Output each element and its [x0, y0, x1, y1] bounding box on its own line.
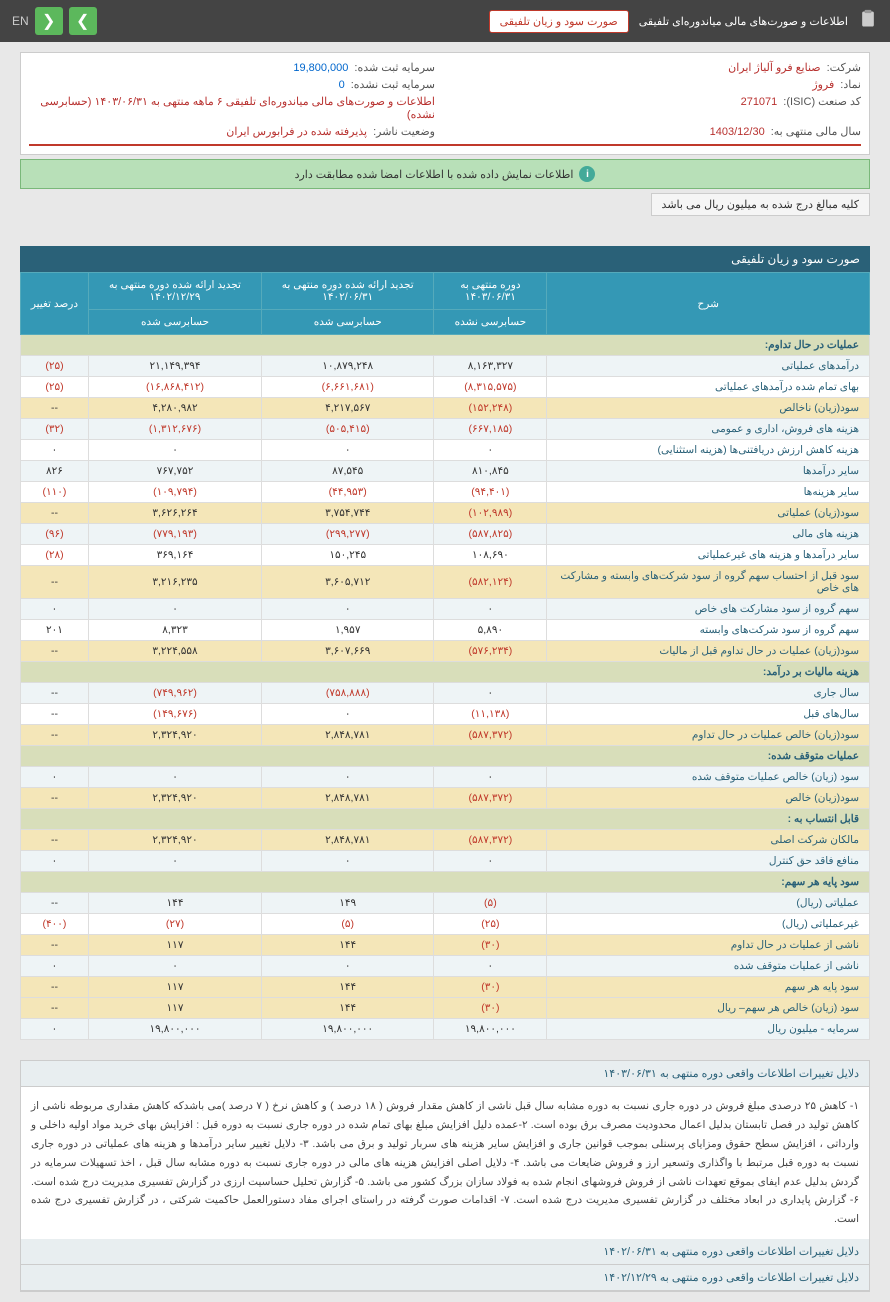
cap-unreg-label: سرمایه ثبت نشده: [351, 78, 435, 91]
cap-reg-label: سرمایه ثبت شده: [354, 61, 435, 74]
table-row: سرمایه - میلیون ریال۱۹,۸۰۰,۰۰۰۱۹,۸۰۰,۰۰۰… [21, 1019, 870, 1040]
table-row: سود(زیان) ناخالص(۱۵۲,۲۴۸)۴,۲۱۷,۵۶۷۴,۲۸۰,… [21, 398, 870, 419]
table-row: سال جاری۰(۷۵۸,۸۸۸)(۷۴۹,۹۶۲)-- [21, 683, 870, 704]
th-c1: دوره منتهی به ۱۴۰۳/۰۶/۳۱ [434, 273, 547, 310]
table-row: هزینه مالیات بر درآمد: [21, 662, 870, 683]
footer-title-2: دلایل تغییرات اطلاعات واقعی دوره منتهی ب… [21, 1239, 869, 1265]
symbol-label: نماد: [840, 78, 861, 91]
table-row: سهم گروه از سود شرکت‌های وابسته۵,۸۹۰۱,۹۵… [21, 620, 870, 641]
status-pill[interactable]: صورت سود و زیان تلفیقی [489, 10, 629, 33]
table-row: عملیاتی (ریال)(۵)۱۴۹۱۴۴-- [21, 893, 870, 914]
table-row: سود(زیان) خالص عملیات در حال تداوم(۵۸۷,۳… [21, 725, 870, 746]
table-row: قابل انتساب به : [21, 809, 870, 830]
table-row: ناشی از عملیات متوقف شده۰۰۰۰ [21, 956, 870, 977]
financial-table: شرح دوره منتهی به ۱۴۰۳/۰۶/۳۱ تجدید ارائه… [20, 272, 870, 1040]
cap-unreg-value: 0 [339, 79, 345, 91]
nav-next-button[interactable]: ❯ [69, 7, 97, 35]
th-c1s: حسابرسی نشده [434, 310, 547, 335]
table-row: هزینه های مالی(۵۸۷,۸۲۵)(۲۹۹,۲۷۷)(۷۷۹,۱۹۳… [21, 524, 870, 545]
page-title: اطلاعات و صورت‌های مالی میاندوره‌ای تلفی… [639, 15, 848, 28]
info-icon: i [579, 166, 595, 182]
footer-box: دلایل تغییرات اطلاعات واقعی دوره منتهی ب… [20, 1060, 870, 1292]
confirm-bar: i اطلاعات نمایش داده شده با اطلاعات امضا… [20, 159, 870, 189]
th-c4: درصد تغییر [21, 273, 89, 335]
table-row: منافع فاقد حق کنترل۰۰۰۰ [21, 851, 870, 872]
table-row: سایر درآمدها و هزینه های غیرعملیاتی۱۰۸,۶… [21, 545, 870, 566]
table-row: سود (زیان) خالص هر سهم– ریال(۳۰)۱۴۴۱۱۷-- [21, 998, 870, 1019]
year-end-value: 1403/12/30 [710, 126, 765, 138]
table-row: سود پایه هر سهم(۳۰)۱۴۴۱۱۷-- [21, 977, 870, 998]
pub-status-label: وضعیت ناشر: [373, 125, 435, 138]
nav-prev-button[interactable]: ❮ [35, 7, 63, 35]
doc-desc: اطلاعات و صورت‌های مالی میاندوره‌ای تلفی… [29, 95, 435, 121]
table-row: غیرعملیاتی (ریال)(۲۵)(۵)(۲۷)(۴۰۰) [21, 914, 870, 935]
isic-value: 271071 [741, 96, 778, 108]
table-row: هزینه کاهش ارزش دریافتنی‌ها (هزینه استثن… [21, 440, 870, 461]
company-label: شرکت: [827, 61, 861, 74]
th-c2s: حسابرسی شده [262, 310, 434, 335]
table-row: سایر هزینه‌ها(۹۴,۴۰۱)(۴۴,۹۵۳)(۱۰۹,۷۹۴)(۱… [21, 482, 870, 503]
lang-toggle[interactable]: EN [12, 14, 29, 28]
table-row: سود(زیان) عملیات در حال تداوم قبل از مال… [21, 641, 870, 662]
table-row: سهم گروه از سود مشارکت های خاص۰۰۰۰ [21, 599, 870, 620]
isic-label: کد صنعت (ISIC): [783, 95, 861, 108]
table-row: عملیات در حال تداوم: [21, 335, 870, 356]
topbar: اطلاعات و صورت‌های مالی میاندوره‌ای تلفی… [0, 0, 890, 42]
footer-title-1: دلایل تغییرات اطلاعات واقعی دوره منتهی ب… [21, 1061, 869, 1087]
table-row: مالکان شرکت اصلی(۵۸۷,۳۷۲)۲,۸۴۸,۷۸۱۲,۳۲۴,… [21, 830, 870, 851]
year-end-label: سال مالی منتهی به: [771, 125, 861, 138]
footer-body: ۱- کاهش ۲۵ درصدی مبلغ فروش در دوره جاری … [21, 1087, 869, 1239]
table-row: عملیات متوقف شده: [21, 746, 870, 767]
th-c3s: حسابرسی شده [88, 310, 261, 335]
section-title: صورت سود و زیان تلفیقی [20, 246, 870, 272]
symbol-value: فروژ [812, 78, 834, 91]
confirm-text: اطلاعات نمایش داده شده با اطلاعات امضا ش… [295, 168, 574, 181]
cap-reg-value: 19,800,000 [293, 62, 348, 74]
table-row: سود(زیان) خالص(۵۸۷,۳۷۲)۲,۸۴۸,۷۸۱۲,۳۲۴,۹۲… [21, 788, 870, 809]
pub-status-value: پذیرفته شده در فرابورس ایران [226, 125, 367, 138]
table-row: سال‌های قبل(۱۱,۱۳۸)۰(۱۴۹,۶۷۶)-- [21, 704, 870, 725]
table-row: هزینه های فروش، اداری و عمومی(۶۶۷,۱۸۵)(۵… [21, 419, 870, 440]
currency-note: کلیه مبالغ درج شده به میلیون ریال می باش… [651, 193, 870, 216]
info-box: شرکت: صنایع فرو آلیاژ ایران سرمایه ثبت شد… [20, 52, 870, 155]
table-row: ناشی از عملیات در حال تداوم(۳۰)۱۴۴۱۱۷-- [21, 935, 870, 956]
th-c3: تجدید ارائه شده دوره منتهی به ۱۴۰۲/۱۲/۲۹ [88, 273, 261, 310]
table-row: بهای تمام شده درآمدهای عملیاتی(۸,۳۱۵,۵۷۵… [21, 377, 870, 398]
table-row: سود(زیان) عملیاتی(۱۰۲,۹۸۹)۳,۷۵۴,۷۴۴۳,۶۲۶… [21, 503, 870, 524]
th-desc: شرح [547, 273, 870, 335]
table-row: سود قبل از احتساب سهم گروه از سود شرکت‌ه… [21, 566, 870, 599]
table-row: سایر درآمدها۸۱۰,۸۴۵۸۷,۵۴۵۷۶۷,۷۵۲۸۲۶ [21, 461, 870, 482]
company-value: صنایع فرو آلیاژ ایران [728, 61, 820, 74]
footer-title-3: دلایل تغییرات اطلاعات واقعی دوره منتهی ب… [21, 1265, 869, 1291]
clipboard-icon [858, 9, 878, 33]
table-row: درآمدهای عملیاتی۸,۱۶۳,۳۲۷۱۰,۸۷۹,۲۴۸۲۱,۱۴… [21, 356, 870, 377]
table-row: سود (زیان) خالص عملیات متوقف شده۰۰۰۰ [21, 767, 870, 788]
th-c2: تجدید ارائه شده دوره منتهی به ۱۴۰۲/۰۶/۳۱ [262, 273, 434, 310]
table-row: سود پایه هر سهم: [21, 872, 870, 893]
